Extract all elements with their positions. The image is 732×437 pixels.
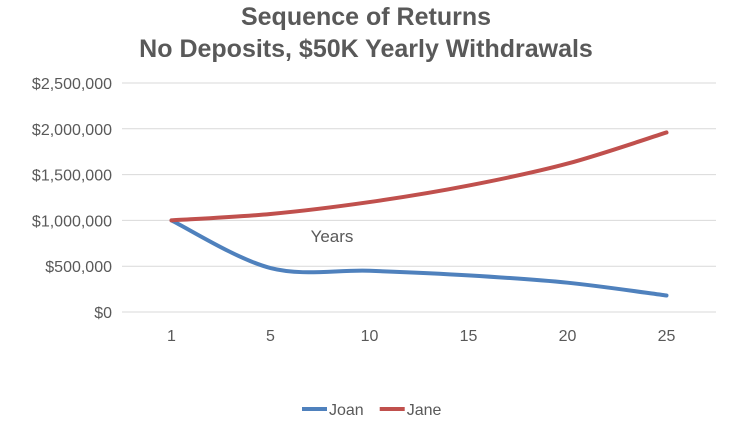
chart-title-line-1: Sequence of Returns — [240, 3, 492, 31]
y-tick-label: $2,500,000 — [32, 76, 112, 93]
series-line-joan — [169, 218, 669, 298]
legend-label-joan: Joan — [329, 402, 364, 419]
x-tick-label: 1 — [167, 328, 176, 345]
y-tick-label: $2,000,000 — [32, 122, 112, 139]
legend-label-jane: Jane — [407, 402, 442, 419]
y-tick-label: $1,000,000 — [32, 213, 112, 230]
series-line-jane — [169, 130, 669, 223]
x-tick-label: 5 — [266, 328, 275, 345]
chart-title-line-2: No Deposits, $50K Yearly Withdrawals — [139, 35, 593, 63]
x-tick-label: 15 — [460, 328, 478, 345]
x-tick-label: 10 — [361, 328, 379, 345]
y-tick-label: $1,500,000 — [32, 168, 112, 185]
y-tick-label: $500,000 — [45, 259, 112, 276]
x-tick-label: 25 — [658, 328, 676, 345]
y-tick-label: $0 — [94, 305, 112, 322]
x-tick-label: 20 — [559, 328, 577, 345]
x-axis-label: Years — [311, 227, 354, 246]
